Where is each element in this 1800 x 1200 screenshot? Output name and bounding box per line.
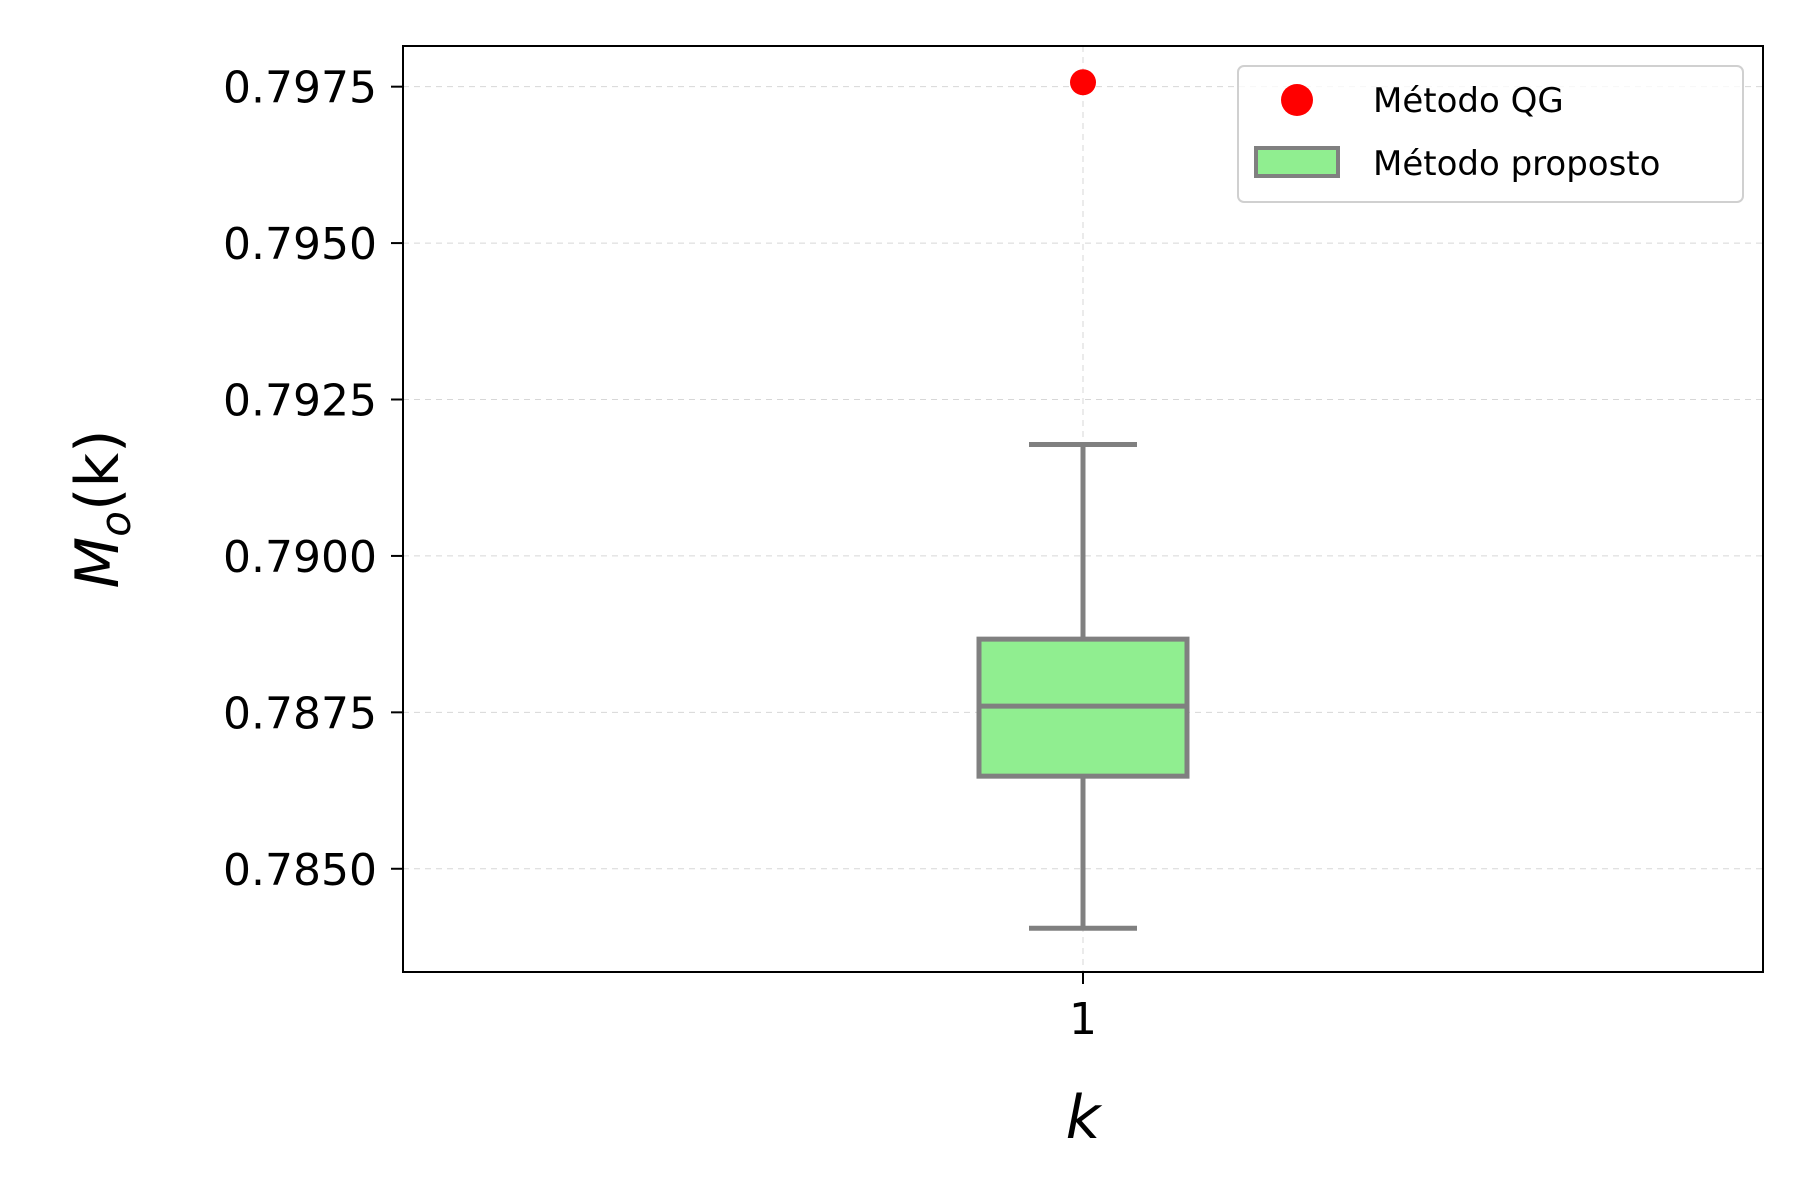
legend-label-metodo-proposto: Método proposto <box>1373 144 1660 184</box>
legend-frame <box>1237 65 1744 203</box>
y-tick-label: 0.7875 <box>223 688 377 739</box>
y-tick-label: 0.7850 <box>223 845 377 896</box>
y-axis-label-argument: (k) <box>63 429 133 511</box>
box-series <box>976 442 1190 931</box>
x-axis-ticks: 1 <box>1069 972 1097 1045</box>
y-tick-label: 0.7950 <box>223 219 377 270</box>
y-axis-ticks: 0.7850 0.7875 0.7900 0.7925 0.7950 0.7975 <box>223 63 403 896</box>
x-tick-label: 1 <box>1069 994 1097 1045</box>
y-axis-label: Mo(k) <box>63 429 140 588</box>
legend-label-metodo-qg: Método QG <box>1373 81 1564 121</box>
scatter-point <box>1070 69 1096 96</box>
y-tick-label: 0.7925 <box>223 376 377 427</box>
x-axis-label: k <box>1066 1083 1103 1153</box>
y-tick-label: 0.7975 <box>223 63 377 114</box>
legend-marker-metodo-qg <box>1281 84 1313 116</box>
y-axis-label-base: M <box>63 537 133 589</box>
y-tick-label: 0.7900 <box>223 532 377 583</box>
legend-marker-metodo-proposto <box>1254 146 1340 178</box>
y-axis-label-subscript: o <box>91 511 140 537</box>
point-series <box>1070 69 1096 96</box>
legend: Método QG Método proposto <box>1237 65 1744 203</box>
